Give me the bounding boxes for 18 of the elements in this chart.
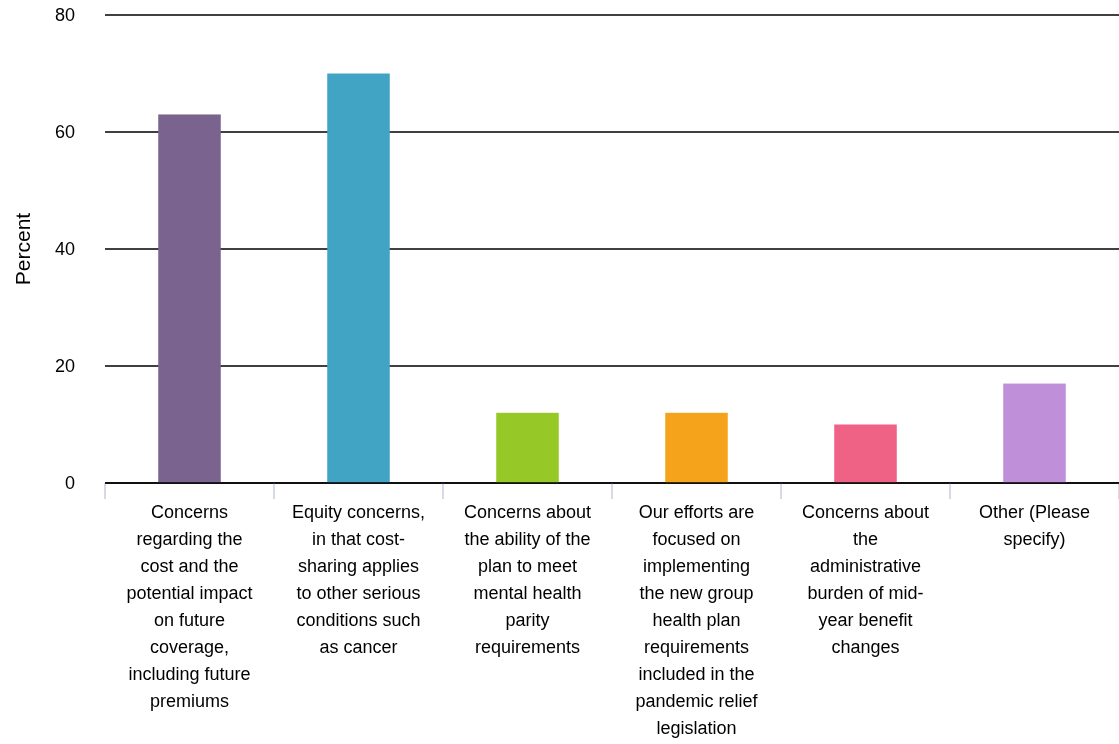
bar [834, 424, 897, 483]
x-tick-label: Equity concerns, in that cost-sharing applies to other serious conditions such as cancer [291, 502, 426, 657]
y-tick-label: 60 [54, 122, 75, 143]
x-tick-label: Concerns regarding the cost and the potential impact on future coverage, including future premiums [126, 502, 253, 711]
x-tick-label: Concerns about the ability of the plan to meet mental health parity requirements [463, 502, 592, 657]
x-tick-label: Concerns about the administrative burden of mid-year benefit changes [801, 502, 930, 657]
y-tick-label: 40 [54, 239, 75, 260]
bar [496, 412, 559, 483]
bar [158, 114, 221, 483]
bar [1003, 383, 1066, 483]
x-tick-label: Other (Please specify) [978, 502, 1091, 549]
y-tick-label: 20 [54, 356, 75, 377]
bar [327, 73, 390, 483]
bar [665, 412, 728, 483]
category-label: Our efforts are focused on implementing the new group health plan requirements included in the pandemic relief legislation [635, 502, 758, 738]
y-tick-label: 80 [54, 5, 75, 26]
y-axis-title: Percent [11, 212, 34, 286]
y-tick-label: 0 [64, 473, 75, 494]
